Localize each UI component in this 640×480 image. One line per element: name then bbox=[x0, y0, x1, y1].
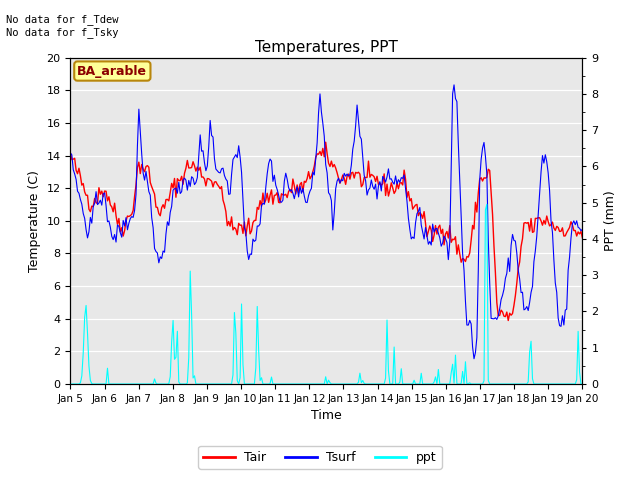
Title: Temperatures, PPT: Temperatures, PPT bbox=[255, 40, 398, 55]
Legend: Tair, Tsurf, ppt: Tair, Tsurf, ppt bbox=[198, 446, 442, 469]
X-axis label: Time: Time bbox=[311, 409, 342, 422]
Text: No data for f_Tdew
No data for f_Tsky: No data for f_Tdew No data for f_Tsky bbox=[6, 14, 119, 38]
Text: BA_arable: BA_arable bbox=[77, 64, 147, 78]
Y-axis label: Temperature (C): Temperature (C) bbox=[28, 170, 41, 272]
Y-axis label: PPT (mm): PPT (mm) bbox=[604, 191, 617, 251]
